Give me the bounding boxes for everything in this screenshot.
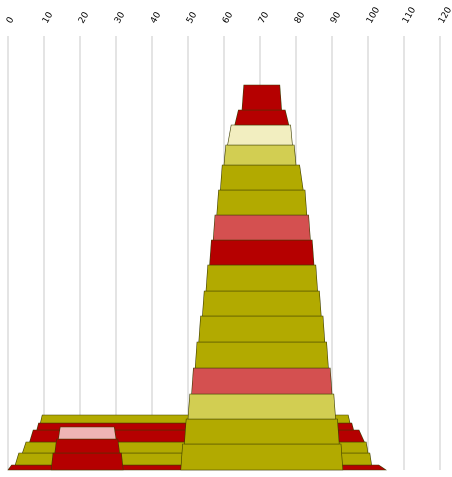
band-segment [202, 290, 322, 317]
band-segment [241, 84, 282, 111]
band-segment [194, 341, 329, 369]
band-segment [50, 452, 124, 471]
band-stack [180, 84, 344, 471]
band-segment [220, 164, 304, 191]
band-segment [212, 214, 311, 241]
band-stack [50, 426, 124, 471]
band-segment [227, 124, 293, 146]
band-segment [205, 264, 318, 292]
x-tick-label: 0 [5, 15, 17, 25]
bands [7, 84, 387, 471]
band-segment [209, 239, 315, 266]
band-segment [187, 393, 336, 420]
band-segment [234, 109, 290, 126]
band-segment [180, 443, 344, 471]
band-segment [216, 189, 308, 216]
band-segment [191, 367, 333, 395]
band-segment [184, 418, 340, 445]
band-segment [58, 426, 117, 440]
band-segment [54, 438, 120, 454]
band-segment [223, 144, 297, 166]
band-segment [198, 315, 326, 343]
